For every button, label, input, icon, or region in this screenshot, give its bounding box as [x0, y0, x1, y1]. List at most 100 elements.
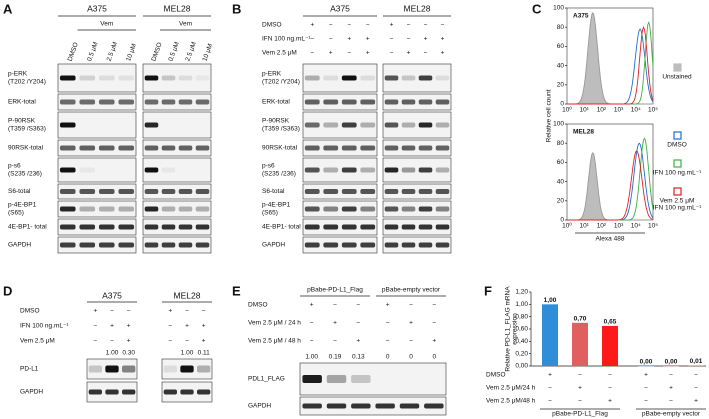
quantification: 0: [386, 354, 390, 361]
row-label: PDL1_FLAG: [248, 376, 285, 383]
band: [323, 99, 339, 105]
band: [161, 145, 176, 151]
condition-sign: +: [432, 338, 436, 345]
band: [178, 189, 193, 194]
band: [144, 167, 159, 173]
band: [418, 99, 433, 105]
row-label: (T359 /S363): [262, 126, 300, 133]
band: [304, 122, 320, 128]
plot-frame: [566, 7, 654, 105]
condition-sign: −: [110, 308, 114, 315]
condition-sign: −: [333, 338, 337, 345]
y-tick-label: 100: [553, 121, 564, 128]
group-title: MEL28: [164, 3, 191, 13]
band: [88, 389, 102, 395]
band: [79, 242, 96, 248]
band: [341, 145, 357, 151]
band: [161, 75, 176, 81]
band: [161, 224, 176, 230]
lane-label: DMSO: [150, 42, 163, 63]
band: [88, 365, 102, 373]
y-tick-label: 0,60: [515, 326, 528, 333]
condition-sign: −: [185, 308, 189, 315]
band: [360, 242, 376, 248]
band: [360, 122, 376, 128]
x-tick-label: 10³: [614, 223, 624, 230]
x-tick-label: 10¹: [579, 223, 589, 230]
row-label: p-s6: [8, 163, 21, 170]
y-tick-label: 80: [557, 24, 565, 31]
y-tick-label: 0: [560, 217, 564, 224]
band: [105, 389, 119, 395]
group-title: pBabe-empty vector: [382, 287, 441, 294]
condition-sign: −: [424, 50, 428, 57]
band: [424, 403, 444, 409]
condition-sign: −: [409, 302, 413, 309]
group-label: pBabe-empty vector: [642, 411, 701, 418]
condition-sign: −: [694, 385, 698, 392]
band: [178, 145, 193, 151]
value-label: 1,00: [544, 297, 557, 304]
band: [323, 242, 339, 248]
condition-label: DMSO: [248, 302, 268, 309]
blot: [57, 200, 137, 218]
band: [144, 75, 159, 81]
band: [360, 224, 376, 230]
condition-label: Vem 2.5 μM / 48 h: [248, 338, 301, 345]
band: [304, 167, 320, 173]
condition-sign: −: [669, 372, 673, 379]
band: [401, 167, 416, 173]
x-tick-label: 10⁰: [562, 106, 572, 114]
band: [144, 189, 159, 194]
legend-label: IFN 100 ng.mL⁻¹: [653, 170, 702, 177]
band: [323, 122, 339, 128]
condition-label: Vem 2.5 μM: [262, 50, 297, 57]
band: [59, 242, 76, 248]
band: [195, 145, 210, 151]
band: [118, 145, 135, 151]
legend-swatch: [673, 63, 682, 72]
blot: [57, 139, 137, 157]
treatment-label: Vem: [179, 21, 192, 28]
x-tick-label: 10⁵: [648, 223, 658, 230]
band: [79, 189, 96, 194]
band: [79, 99, 96, 105]
blot: [302, 218, 378, 236]
band: [418, 122, 433, 128]
band: [384, 242, 399, 248]
condition-sign: +: [644, 372, 648, 379]
condition-sign: +: [93, 308, 97, 315]
band: [79, 206, 96, 212]
band: [59, 189, 76, 194]
band: [98, 224, 115, 230]
blot: [142, 236, 212, 254]
row-label: GAPDH: [20, 389, 43, 396]
value-label: 0,65: [604, 319, 617, 326]
band: [144, 224, 159, 230]
condition-sign: +: [329, 50, 333, 57]
band: [304, 242, 320, 248]
value-label: 0,00: [665, 359, 678, 366]
histogram-curve: [567, 150, 654, 221]
band: [384, 75, 399, 81]
group-title: A375: [87, 3, 107, 13]
band: [118, 224, 135, 230]
x-tick-label: 10³: [614, 107, 624, 114]
band: [161, 189, 176, 194]
band: [163, 389, 177, 395]
legend-label: Vem 2.5 μM: [660, 198, 695, 205]
band: [195, 189, 210, 194]
condition-sign: +: [578, 385, 582, 392]
row-label: GAPDH: [248, 403, 271, 410]
band: [304, 206, 320, 212]
band: [79, 75, 96, 81]
band: [161, 167, 176, 173]
condition-sign: −: [356, 320, 360, 327]
y-axis-label: Relative cell count: [546, 89, 553, 142]
condition-sign: +: [409, 320, 413, 327]
band: [418, 189, 433, 194]
blot: [302, 139, 378, 157]
condition-sign: −: [347, 50, 351, 57]
band: [418, 206, 433, 212]
row-label: PD-L1: [20, 366, 39, 373]
